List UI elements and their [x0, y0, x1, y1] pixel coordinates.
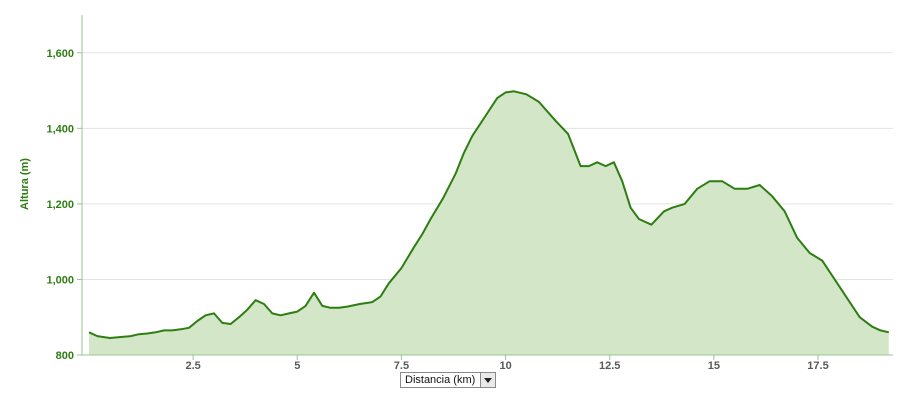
x-tick-label: 12.5 — [599, 360, 620, 372]
elevation-line — [88, 90, 890, 339]
x-axis-unit-select[interactable]: Distancia (km) — [400, 372, 496, 388]
x-tick-label: 17.5 — [807, 360, 828, 372]
chevron-down-icon[interactable] — [480, 373, 495, 387]
x-tick-label: 5 — [294, 360, 300, 372]
x-axis-ticks: 2.5 5 7.5 10 12.5 15 17.5 — [185, 355, 829, 372]
x-tick-label: 7.5 — [394, 360, 409, 372]
y-tick-label: 800 — [56, 350, 74, 362]
y-tick-label: 1,000 — [46, 274, 74, 286]
axes — [81, 15, 893, 356]
y-axis-label: Altura (m) — [19, 158, 31, 210]
x-axis-unit-label: Distancia (km) — [405, 374, 476, 386]
x-tick-label: 10 — [499, 360, 511, 372]
y-tick-label: 1,600 — [46, 48, 74, 60]
y-tick-label: 1,200 — [46, 199, 74, 211]
y-axis-ticks: 800 1,000 1,200 1,400 1,600 — [46, 48, 82, 362]
x-tick-label: 2.5 — [185, 360, 200, 372]
elevation-area — [89, 91, 889, 356]
y-tick-label: 1,400 — [46, 123, 74, 135]
x-tick-label: 15 — [708, 360, 720, 372]
